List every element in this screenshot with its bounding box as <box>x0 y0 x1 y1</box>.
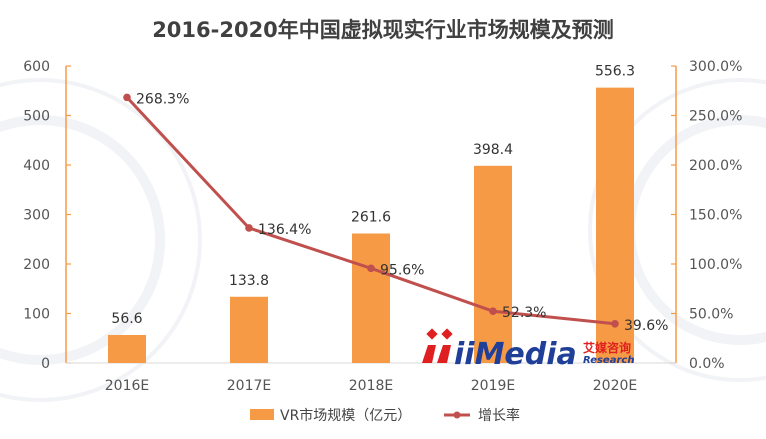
logo-media-text: iiMedia <box>454 337 577 372</box>
right-tick-label: 300.0% <box>689 59 742 75</box>
bar-data-label: 133.8 <box>229 273 269 289</box>
bar-data-label: 261.6 <box>351 210 391 226</box>
x-tick-label: 2016E <box>105 378 149 394</box>
right-tick-label: 150.0% <box>689 208 742 224</box>
line-data-label: 136.4% <box>258 222 311 238</box>
left-tick-label: 600 <box>23 59 50 75</box>
line-point <box>611 319 619 328</box>
bar <box>596 87 634 363</box>
x-tick-label: 2020E <box>593 378 637 394</box>
right-axis-ticks: 0.0% 50.0% 100.0% 150.0% 200.0% 250.0% 300.0% <box>671 59 742 372</box>
left-tick-label: 300 <box>23 208 50 224</box>
bar-data-label: 56.6 <box>111 311 142 327</box>
x-axis-ticks: 2016E 2017E 2018E 2019E 2020E <box>105 378 637 394</box>
left-tick-label: 400 <box>23 158 50 174</box>
bar <box>474 165 512 363</box>
right-tick-label: 0.0% <box>689 356 725 372</box>
right-tick-label: 50.0% <box>689 307 733 323</box>
line-data-label: 39.6% <box>624 318 668 334</box>
x-tick-label: 2017E <box>227 378 271 394</box>
legend: VR市场规模（亿元） 增长率 <box>250 407 520 424</box>
legend-bar-label: VR市场规模（亿元） <box>280 407 411 424</box>
line-data-label: 95.6% <box>380 262 424 278</box>
right-tick-label: 200.0% <box>689 158 742 174</box>
bar-data-label: 556.3 <box>595 64 635 80</box>
bar <box>352 233 390 363</box>
logo-research-text: Research <box>583 355 634 366</box>
right-tick-label: 250.0% <box>689 109 742 125</box>
bar <box>108 334 146 363</box>
line-point <box>489 307 497 316</box>
bar-data-label: 398.4 <box>473 142 513 158</box>
line-data-labels: 268.3% 136.4% 95.6% 52.3% 39.6% <box>136 91 668 333</box>
line-data-label: 268.3% <box>136 91 189 107</box>
left-tick-label: 0 <box>41 356 50 372</box>
line-data-label: 52.3% <box>502 305 546 321</box>
logo-cn-text: 艾媒咨询 <box>583 340 631 355</box>
left-axis-ticks: 0 100 200 300 400 500 600 <box>23 59 71 372</box>
iimedia-logo: iiMedia 艾媒咨询 Research <box>422 328 634 372</box>
line-point <box>245 224 253 232</box>
left-tick-label: 100 <box>23 307 50 323</box>
legend-bar-swatch <box>250 409 274 420</box>
bar <box>230 296 268 363</box>
legend-line-label: 增长率 <box>478 407 520 424</box>
legend-line-marker <box>453 411 461 419</box>
bar-data-labels: 56.6 133.8 261.6 398.4 556.3 <box>111 64 635 327</box>
line-series <box>123 93 619 328</box>
x-tick-label: 2019E <box>471 378 515 394</box>
left-tick-label: 500 <box>23 109 50 125</box>
x-tick-label: 2018E <box>349 378 393 394</box>
right-tick-label: 100.0% <box>689 257 742 273</box>
bar-series <box>108 87 634 363</box>
line-point <box>367 264 375 273</box>
line-point <box>123 93 131 102</box>
chart-title: 2016-2020年中国虚拟现实行业市场规模及预测 <box>152 18 614 42</box>
left-tick-label: 200 <box>23 257 50 273</box>
